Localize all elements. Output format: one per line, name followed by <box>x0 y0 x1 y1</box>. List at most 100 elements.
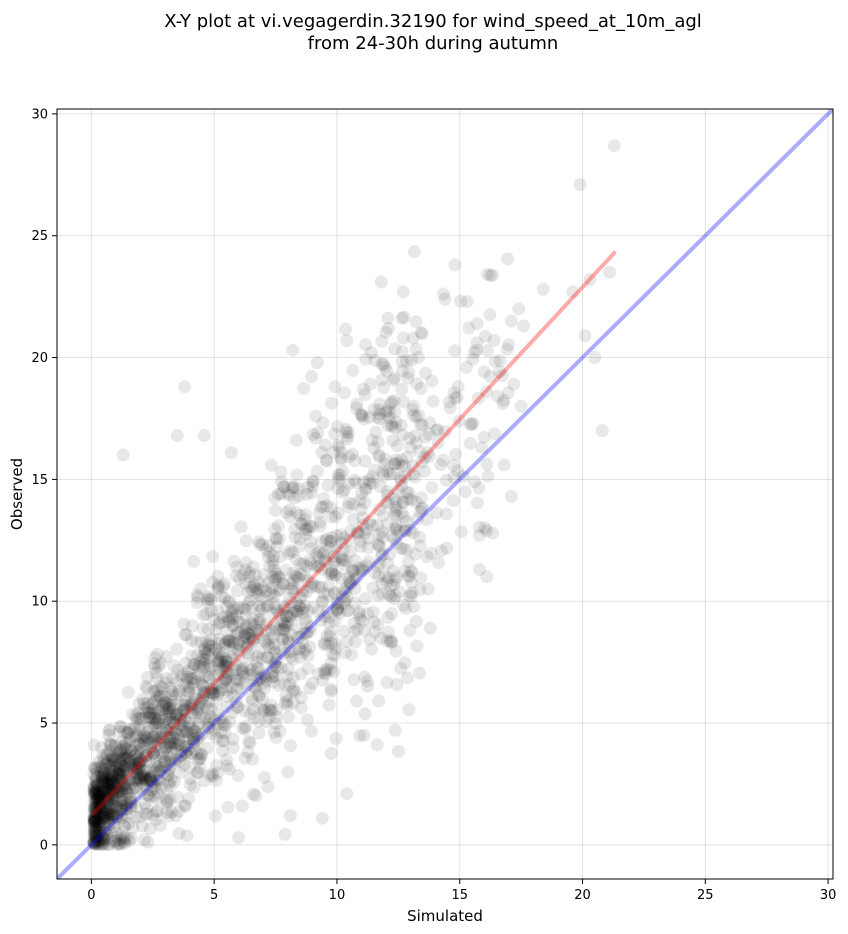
data-point <box>144 707 158 721</box>
data-point <box>241 627 255 641</box>
data-point <box>409 495 423 509</box>
data-point <box>141 696 155 710</box>
data-point <box>219 652 233 666</box>
data-point <box>92 812 106 826</box>
data-point <box>434 458 448 472</box>
data-point <box>331 481 345 495</box>
data-point <box>252 588 266 602</box>
data-point <box>192 702 206 716</box>
data-point <box>165 694 179 707</box>
data-point <box>89 793 103 807</box>
data-point <box>410 512 424 526</box>
data-point <box>100 808 114 821</box>
data-point <box>95 765 108 779</box>
data-point <box>178 720 191 734</box>
data-point <box>419 430 432 444</box>
data-point <box>162 701 176 715</box>
data-point <box>156 747 170 761</box>
data-point <box>294 517 308 531</box>
data-point <box>279 689 293 703</box>
data-point <box>451 464 465 478</box>
data-point <box>268 669 282 683</box>
data-point <box>102 805 116 819</box>
data-point <box>102 768 116 782</box>
data-point <box>190 588 204 602</box>
data-point <box>269 531 283 545</box>
data-point <box>387 578 401 591</box>
data-point <box>378 457 392 471</box>
data-point <box>131 772 145 786</box>
data-point <box>240 631 254 645</box>
data-point <box>414 326 428 339</box>
data-point <box>235 799 249 813</box>
data-point <box>330 603 344 617</box>
data-point <box>111 786 125 800</box>
data-point <box>447 386 461 400</box>
data-point <box>193 659 207 673</box>
data-point <box>292 482 306 496</box>
data-point <box>303 625 317 639</box>
data-point <box>143 822 157 836</box>
data-point <box>232 831 246 845</box>
data-point <box>90 787 104 801</box>
data-point <box>400 486 414 499</box>
data-point <box>136 731 150 745</box>
data-point <box>256 580 270 594</box>
data-point <box>270 540 284 553</box>
data-point <box>259 584 273 598</box>
data-point <box>277 603 291 617</box>
data-point <box>273 550 287 564</box>
data-point <box>105 786 119 800</box>
data-point <box>117 763 131 777</box>
data-point <box>89 828 102 842</box>
data-point <box>87 819 101 833</box>
data-point <box>159 712 173 726</box>
reference-lines <box>57 109 833 879</box>
data-point <box>186 676 200 690</box>
data-point <box>415 501 429 515</box>
data-point <box>203 769 217 783</box>
data-point <box>250 662 264 675</box>
data-point <box>160 696 174 710</box>
data-point <box>177 617 191 631</box>
data-point <box>148 712 161 726</box>
data-point <box>328 649 342 663</box>
data-point <box>464 418 478 432</box>
data-point <box>158 759 172 773</box>
data-point <box>90 814 103 828</box>
data-point <box>124 801 138 815</box>
data-point <box>219 718 233 732</box>
data-point <box>229 695 243 709</box>
data-point <box>370 738 384 752</box>
data-point <box>95 798 109 812</box>
data-point <box>334 451 348 465</box>
data-point <box>168 725 182 739</box>
data-point <box>116 798 130 812</box>
data-point <box>339 554 353 568</box>
data-point <box>340 635 354 649</box>
data-point <box>106 798 119 812</box>
data-point <box>151 731 165 744</box>
data-point <box>148 765 161 779</box>
data-point <box>225 680 238 694</box>
data-point <box>215 725 229 739</box>
data-point <box>178 726 192 739</box>
data-point <box>111 786 125 799</box>
data-point <box>381 496 395 510</box>
data-point <box>262 546 276 560</box>
data-point <box>88 808 102 822</box>
data-point <box>92 834 106 848</box>
data-point <box>147 685 161 698</box>
data-point <box>159 741 172 755</box>
data-point <box>264 698 278 712</box>
data-point <box>89 801 103 815</box>
data-point <box>305 486 319 500</box>
data-point <box>566 285 580 299</box>
data-point <box>269 567 283 581</box>
data-point <box>95 784 109 797</box>
data-point <box>92 787 105 801</box>
data-point <box>96 772 109 786</box>
data-point <box>230 584 244 598</box>
data-point <box>331 602 344 615</box>
data-point <box>327 550 341 564</box>
